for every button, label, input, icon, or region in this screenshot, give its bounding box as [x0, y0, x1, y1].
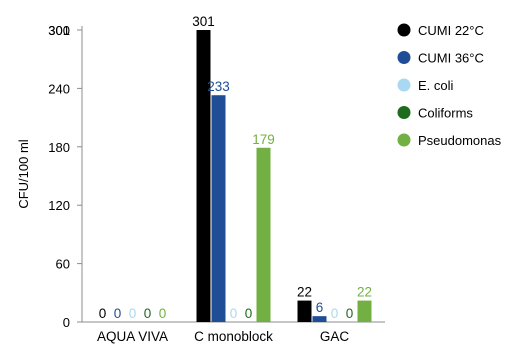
x-category-label: GAC: [320, 329, 350, 344]
data-label: 179: [252, 132, 275, 147]
legend-marker: [397, 78, 411, 92]
y-tick-label: 120: [48, 198, 70, 213]
legend-marker: [397, 23, 411, 37]
data-label: 0: [331, 306, 339, 321]
legend-label: E. coli: [418, 78, 454, 93]
data-label: 0: [144, 306, 152, 321]
legend-marker: [397, 106, 411, 119]
legend-label: CUMI 36°C: [418, 51, 484, 66]
y-tick-label: 300: [48, 23, 70, 38]
data-label: 0: [346, 306, 354, 321]
data-label: 0: [245, 306, 253, 321]
data-label: 0: [114, 306, 122, 321]
chart-axes: [81, 26, 385, 323]
data-label: 301: [192, 14, 215, 29]
legend: CUMI 22°C CUMI 36°C E. coli Coliforms Pseudo…: [397, 23, 502, 148]
y-tick-label: 60: [56, 257, 70, 272]
bar-cumi-22-c-1: [196, 30, 211, 322]
bar-pseudomonas-1: [256, 147, 271, 322]
data-label: 0: [230, 306, 238, 321]
bar-cumi-36-c-2: [312, 316, 327, 322]
data-label: 22: [357, 285, 372, 300]
y-tick-label: 240: [48, 81, 70, 96]
data-label: 0: [99, 306, 107, 321]
y-tick-label: 0: [63, 315, 70, 330]
y-axis-label: CFU/100 ml: [16, 139, 31, 208]
chart-bars: [196, 30, 372, 322]
data-label: 0: [159, 306, 167, 321]
legend-label: CUMI 22°C: [418, 23, 484, 38]
y-tick-label-overlap: 301: [48, 23, 70, 38]
x-category-label: AQUA VIVA: [97, 329, 168, 344]
legend-marker: [397, 133, 411, 147]
legend-label: Pseudomonas: [418, 133, 502, 148]
data-label: 0: [129, 306, 137, 321]
data-label: 233: [207, 79, 230, 94]
legend-label: Coliforms: [418, 106, 473, 121]
data-label: 22: [297, 285, 312, 300]
x-category-label: C monoblock: [194, 329, 273, 344]
bar-cumi-22-c-2: [297, 300, 312, 322]
bar-pseudomonas-2: [357, 300, 372, 322]
x-axis-labels: AQUA VIVA C monoblock GAC: [97, 329, 349, 344]
y-tick-label: 180: [48, 140, 70, 155]
data-label: 6: [316, 300, 324, 315]
legend-marker: [397, 51, 411, 64]
bar-cumi-36-c-1: [211, 95, 226, 322]
